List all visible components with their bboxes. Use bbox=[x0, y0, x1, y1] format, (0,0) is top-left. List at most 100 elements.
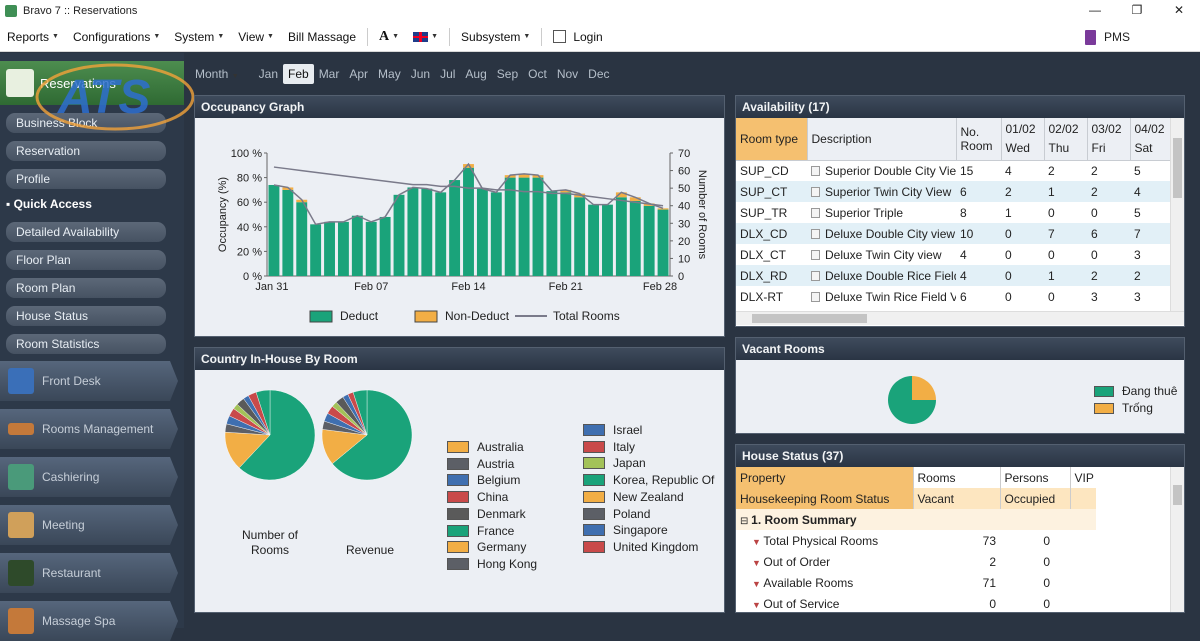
chevron-down-icon: ▼ bbox=[431, 33, 439, 40]
col-room-type[interactable]: Room type bbox=[736, 118, 808, 161]
reservations-icon bbox=[6, 69, 34, 97]
col-rooms[interactable]: Rooms bbox=[912, 467, 1000, 488]
sidebar-item-reservation[interactable]: Reservation bbox=[6, 141, 166, 161]
pms-indicator[interactable]: PMS bbox=[1084, 22, 1130, 52]
cell-date-4: 5 bbox=[1134, 163, 1141, 178]
tab-month-jun[interactable]: Jun bbox=[410, 67, 431, 81]
vacant-pie bbox=[888, 376, 936, 424]
group-room-summary[interactable]: ⊟ 1. Room Summary bbox=[736, 509, 1096, 530]
close-button[interactable]: ✕ bbox=[1173, 3, 1185, 17]
y2-tick-label: 40 bbox=[678, 201, 690, 213]
cell-rooms: 73 bbox=[982, 533, 996, 548]
tab-month-dec[interactable]: Dec bbox=[588, 67, 610, 81]
availability-vscroll[interactable] bbox=[1170, 118, 1184, 311]
tab-month-nov[interactable]: Nov bbox=[556, 67, 579, 81]
house-status-vscroll[interactable] bbox=[1170, 467, 1184, 612]
col-date-4[interactable]: 04/02 Sat bbox=[1130, 118, 1170, 161]
menu-system[interactable]: System ▼ bbox=[167, 22, 231, 52]
bar-deduct bbox=[588, 204, 600, 276]
login-button[interactable]: Login bbox=[546, 22, 609, 52]
legend-swatch bbox=[447, 457, 469, 470]
minimize-button[interactable]: — bbox=[1089, 3, 1101, 17]
front-desk-icon bbox=[8, 368, 34, 394]
module-restaurant[interactable]: Restaurant bbox=[0, 553, 178, 593]
table-row[interactable]: DLX_CD Deluxe Double City view 10 0 7 6 7 bbox=[736, 223, 1170, 244]
col-no-room[interactable]: No. Room bbox=[956, 118, 1002, 161]
cell-date-1: 0 bbox=[1005, 247, 1012, 262]
sidebar-item-detailed-availability[interactable]: Detailed Availability bbox=[6, 222, 166, 242]
col-occupied[interactable]: Occupied bbox=[999, 488, 1070, 509]
tab-month-sep[interactable]: Sep bbox=[496, 67, 519, 81]
legend-swatch bbox=[447, 507, 469, 520]
month-selector[interactable]: Month ▼ bbox=[190, 64, 244, 84]
legend-label: Japan bbox=[613, 456, 646, 471]
description-text: Deluxe Double City view bbox=[825, 226, 956, 241]
menu-subsystem[interactable]: Subsystem ▼ bbox=[454, 22, 537, 52]
table-row[interactable]: DLX-RT Deluxe Twin Rice Field Vie 6 0 0 3 3 bbox=[736, 286, 1170, 307]
tab-month-oct[interactable]: Oct bbox=[528, 67, 547, 81]
col-vacant[interactable]: Vacant bbox=[912, 488, 1000, 509]
legend-label: Korea, Republic Of bbox=[613, 473, 715, 488]
cell-room-type: DLX_CD bbox=[736, 223, 807, 244]
cell-date-4: 5 bbox=[1134, 205, 1141, 220]
sidebar-item-profile[interactable]: Profile bbox=[6, 169, 166, 189]
col-property[interactable]: Property bbox=[740, 470, 786, 485]
language-menu[interactable]: ▼ bbox=[406, 22, 445, 52]
module-rooms-management[interactable]: Rooms Management bbox=[0, 409, 178, 449]
scroll-thumb[interactable] bbox=[1173, 485, 1182, 505]
col-date-3[interactable]: 03/02 Fri bbox=[1087, 118, 1131, 161]
font-menu[interactable]: A ▼ bbox=[372, 22, 406, 52]
table-row[interactable]: SUP_TR Superior Triple 8 1 0 0 5 bbox=[736, 202, 1170, 223]
scroll-thumb[interactable] bbox=[752, 314, 867, 323]
col-hk-status[interactable]: Housekeeping Room Status bbox=[740, 491, 890, 506]
chevron-down-icon: ▼ bbox=[267, 33, 274, 40]
table-row[interactable]: DLX_CT Deluxe Twin City view 4 0 0 0 3 bbox=[736, 244, 1170, 265]
y-tick-label: 20 % bbox=[237, 246, 262, 258]
tab-month-feb[interactable]: Feb bbox=[283, 64, 314, 84]
availability-hscroll[interactable] bbox=[736, 311, 1184, 325]
sidebar-header-reservations[interactable]: Reservations bbox=[0, 61, 184, 105]
table-row[interactable]: ▼ Out of Service 0 0 bbox=[736, 593, 1170, 612]
tab-month-jan[interactable]: Jan bbox=[258, 67, 278, 81]
menu-reports[interactable]: Reports ▼ bbox=[0, 22, 66, 52]
sidebar-item-room-statistics[interactable]: Room Statistics bbox=[6, 334, 166, 354]
col-date-1[interactable]: 01/02 Wed bbox=[1001, 118, 1045, 161]
tab-month-aug[interactable]: Aug bbox=[465, 67, 487, 81]
table-row[interactable]: ▼ Available Rooms 71 0 bbox=[736, 572, 1170, 593]
module-label: Meeting bbox=[42, 518, 85, 532]
sidebar-item-business-block[interactable]: Business Block bbox=[6, 113, 166, 133]
col-description[interactable]: Description bbox=[807, 118, 957, 161]
col-date-2[interactable]: 02/02 Thu bbox=[1044, 118, 1088, 161]
module-massage-spa[interactable]: Massage Spa bbox=[0, 601, 178, 641]
sidebar-item-room-plan[interactable]: Room Plan bbox=[6, 278, 166, 298]
tab-month-apr[interactable]: Apr bbox=[349, 67, 369, 81]
building-icon bbox=[1084, 29, 1096, 45]
collapse-icon[interactable]: ⊟ bbox=[740, 515, 752, 527]
col-vip[interactable]: VIP bbox=[1069, 467, 1096, 488]
menu-configurations[interactable]: Configurations ▼ bbox=[66, 22, 167, 52]
weekday-label: Fri bbox=[1091, 140, 1106, 155]
menu-bill-massage[interactable]: Bill Massage bbox=[281, 22, 363, 52]
tab-month-may[interactable]: May bbox=[378, 67, 401, 81]
table-row[interactable]: ▼ Total Physical Rooms 73 0 bbox=[736, 530, 1170, 551]
sidebar-item-house-status[interactable]: House Status bbox=[6, 306, 166, 326]
module-cashiering[interactable]: Cashiering bbox=[0, 457, 178, 497]
col-persons[interactable]: Persons bbox=[999, 467, 1070, 488]
module-front-desk[interactable]: Front Desk bbox=[0, 361, 178, 401]
restore-button[interactable]: ❐ bbox=[1131, 3, 1143, 17]
room-icon bbox=[811, 249, 820, 260]
scroll-thumb[interactable] bbox=[1173, 138, 1182, 198]
tab-month-jul[interactable]: Jul bbox=[440, 67, 456, 81]
sidebar-item-floor-plan[interactable]: Floor Plan bbox=[6, 250, 166, 270]
cell-room-type: DLX_RD bbox=[736, 265, 807, 286]
vacant-panel: Vacant Rooms Đang thuê Trống bbox=[735, 337, 1185, 434]
menu-view[interactable]: View ▼ bbox=[231, 22, 281, 52]
legend-label: Germany bbox=[477, 540, 527, 555]
table-row[interactable]: SUP_CD Superior Double City View 15 4 2 2 5 bbox=[736, 160, 1170, 181]
tab-month-mar[interactable]: Mar bbox=[318, 67, 340, 81]
table-row[interactable]: DLX_RD Deluxe Double Rice Field 4 0 1 2 2 bbox=[736, 265, 1170, 286]
table-row[interactable]: SUP_CT Superior Twin City View 6 2 1 2 4 bbox=[736, 181, 1170, 202]
table-row[interactable]: ▼ Out of Order 2 0 bbox=[736, 551, 1170, 572]
module-meeting[interactable]: Meeting bbox=[0, 505, 178, 545]
property-label: Out of Order bbox=[763, 554, 831, 569]
